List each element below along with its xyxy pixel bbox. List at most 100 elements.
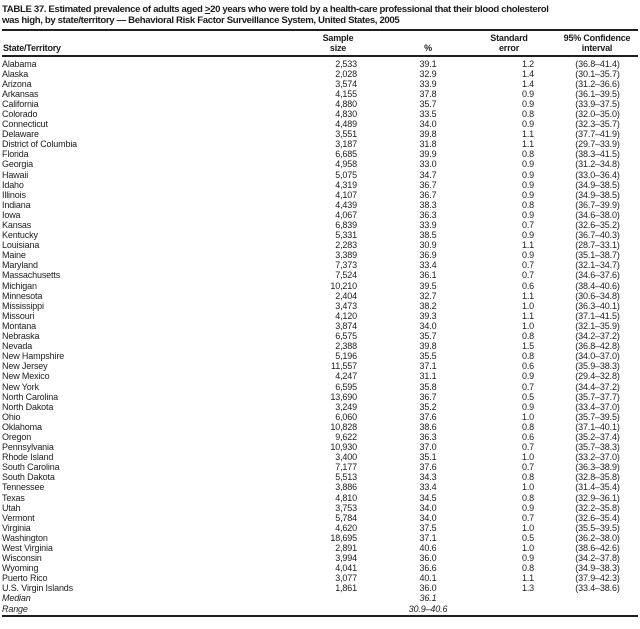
confidence-interval-cell: (34.6–38.0) — [575, 209, 620, 220]
percent-cell: 35.2 — [419, 401, 437, 412]
standard-error-cell: 0.9 — [521, 401, 535, 412]
percent-cell: 40.1 — [419, 573, 437, 584]
state-cell: Median — [2, 593, 31, 604]
column-header-se-line2: error — [498, 43, 519, 53]
state-cell: South Dakota — [2, 472, 55, 483]
percent-cell: 35.1 — [419, 452, 437, 463]
state-cell: Florida — [2, 149, 29, 160]
confidence-interval-cell: (34.9–38.5) — [575, 179, 620, 190]
table-row: Alaska 2,028 32.9 1.4 (30.1–35.7) — [2, 69, 638, 79]
percent-cell: 38.6 — [419, 421, 437, 432]
standard-error-cell: 0.9 — [521, 179, 535, 190]
sample-size-cell: 6,575 — [335, 331, 357, 342]
confidence-interval-cell: (29.7–33.9) — [575, 139, 620, 150]
sample-size-cell: 4,810 — [335, 492, 357, 503]
table-row: Tennessee 3,886 33.4 1.0 (31.4–35.4) — [2, 482, 638, 492]
table-row: Florida 6,685 39.9 0.8 (38.3–41.5) — [2, 149, 638, 159]
standard-error-cell: 1.1 — [521, 139, 535, 150]
confidence-interval-cell: (36.8–42.8) — [575, 341, 620, 352]
standard-error-cell: 1.0 — [521, 522, 535, 533]
standard-error-cell — [499, 604, 557, 614]
table-row: Michigan 10,210 39.5 0.6 (38.4–40.6) — [2, 281, 638, 291]
percent-cell: 37.1 — [419, 361, 437, 372]
state-cell: Iowa — [2, 209, 21, 220]
percent-cell: 39.5 — [419, 280, 437, 291]
confidence-interval-cell: (34.9–38.3) — [575, 563, 620, 574]
percent-cell: 36.1 — [419, 270, 437, 281]
state-cell: Hawaii — [2, 169, 29, 180]
standard-error-cell: 1.0 — [521, 543, 535, 553]
sample-size-cell: 10,210 — [330, 280, 357, 291]
column-header-sample-size: Sample size — [323, 33, 354, 53]
state-cell: Virginia — [2, 522, 31, 533]
confidence-interval-cell: (34.2–37.8) — [575, 553, 620, 564]
percent-cell: 33.9 — [419, 220, 437, 230]
state-cell: Delaware — [2, 129, 39, 140]
confidence-interval-cell: (32.2–35.8) — [575, 502, 620, 513]
standard-error-cell: 0.8 — [521, 108, 535, 119]
table-row: Washington 18,695 37.1 0.5 (36.2–38.0) — [2, 533, 638, 543]
sample-size-cell: 4,880 — [335, 98, 357, 109]
confidence-interval-cell: (35.1–38.7) — [575, 250, 620, 261]
percent-cell: 34.0 — [419, 502, 437, 513]
percent-cell: 38.2 — [419, 300, 437, 311]
standard-error-cell: 1.0 — [521, 452, 535, 463]
percent-cell: 38.5 — [419, 230, 437, 241]
table-row: California 4,880 35.7 0.9 (33.9–37.5) — [2, 99, 638, 109]
sample-size-cell: 4,247 — [335, 371, 357, 382]
title-divider — [2, 29, 638, 31]
state-cell: Maryland — [2, 260, 38, 271]
standard-error-cell: 0.7 — [521, 462, 535, 473]
table-row: Arizona 3,574 33.9 1.4 (31.2–36.6) — [2, 79, 638, 89]
state-cell: Puerto Rico — [2, 573, 48, 584]
table-row: New Hampshire 5,196 35.5 0.8 (34.0–37.0) — [2, 351, 638, 361]
percent-cell: 37.5 — [419, 522, 437, 533]
table-row: Kansas 6,839 33.9 0.7 (32.6–35.2) — [2, 220, 638, 230]
table-row: Oklahoma 10,828 38.6 0.8 (37.1–40.1) — [2, 422, 638, 432]
sample-size-cell: 4,041 — [335, 563, 357, 574]
standard-error-cell: 1.0 — [521, 300, 535, 311]
state-cell: Idaho — [2, 179, 24, 190]
table-row: Connecticut 4,489 34.0 0.9 (32.3–35.7) — [2, 119, 638, 129]
confidence-interval-cell: (36.1–39.5) — [575, 88, 620, 99]
sample-size-cell: 3,874 — [335, 320, 357, 331]
table-title-text: 20 years who were told by a health-care … — [210, 4, 549, 15]
confidence-interval-cell: (35.7–39.5) — [575, 411, 620, 422]
state-cell: Texas — [2, 492, 25, 503]
column-header-se-line1: Standard — [490, 33, 528, 43]
confidence-interval-cell: (36.8–41.4) — [575, 58, 620, 69]
confidence-interval-cell — [557, 593, 638, 603]
table-row: Puerto Rico 3,077 40.1 1.1 (37.9–42.3) — [2, 573, 638, 583]
table-row: Indiana 4,439 38.3 0.8 (36.7–39.9) — [2, 200, 638, 210]
percent-cell: 39.8 — [419, 129, 437, 140]
sample-size-cell: 3,249 — [335, 401, 357, 412]
confidence-interval-cell: (33.2–37.0) — [575, 452, 620, 463]
confidence-interval-cell: (32.6–35.2) — [575, 220, 620, 230]
sample-size-cell: 4,620 — [335, 522, 357, 533]
confidence-interval-cell: (35.5–39.5) — [575, 522, 620, 533]
table-row: New York 6,595 35.8 0.7 (34.4–37.2) — [2, 382, 638, 392]
percent-cell: 35.5 — [419, 351, 437, 362]
standard-error-cell: 0.8 — [521, 492, 535, 503]
column-header-percent: % — [424, 43, 432, 53]
sample-size-cell: 4,439 — [335, 199, 357, 210]
confidence-interval-cell: (38.3–41.5) — [575, 149, 620, 160]
confidence-interval-cell — [557, 604, 638, 614]
standard-error-cell: 1.5 — [521, 341, 535, 352]
standard-error-cell: 0.8 — [521, 421, 535, 432]
column-header-standard-error: Standard error — [490, 33, 528, 53]
table-row: Wisconsin 3,994 36.0 0.9 (34.2–37.8) — [2, 553, 638, 563]
standard-error-cell: 0.8 — [521, 563, 535, 574]
state-cell: Wisconsin — [2, 553, 42, 564]
standard-error-cell: 0.8 — [521, 351, 535, 362]
state-cell: Kentucky — [2, 230, 38, 241]
state-cell: Vermont — [2, 512, 35, 523]
summary-row: Range 30.9–40.6 — [2, 604, 638, 614]
sample-size-cell — [288, 604, 357, 614]
column-header-ci-line1: 95% Confidence — [563, 33, 631, 43]
state-cell: New Hampshire — [2, 351, 65, 362]
table-row: Utah 3,753 34.0 0.9 (32.2–35.8) — [2, 503, 638, 513]
state-cell: Wyoming — [2, 563, 39, 574]
standard-error-cell: 0.9 — [521, 371, 535, 382]
percent-cell: 30.9–40.6 — [408, 603, 448, 614]
